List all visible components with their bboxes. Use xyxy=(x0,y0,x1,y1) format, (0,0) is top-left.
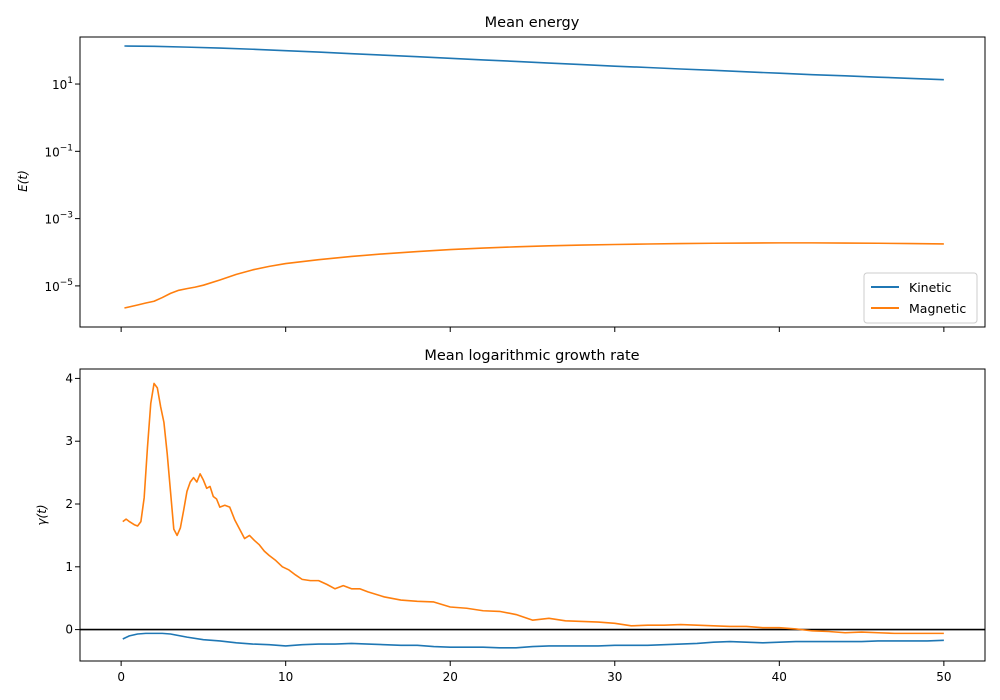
growth-rate-series-magnetic xyxy=(122,382,944,635)
growth-rate-axes-frame xyxy=(79,368,986,662)
growth-rate-y-tick-label: 0 xyxy=(65,623,73,637)
legend: Kinetic Magnetic xyxy=(863,272,978,324)
legend-box xyxy=(863,272,978,324)
energy-series-kinetic xyxy=(124,45,944,81)
growth-rate-series-kinetic xyxy=(122,632,944,649)
legend-label-kinetic: Kinetic xyxy=(909,280,952,295)
growth-rate-x-tick-label: 0 xyxy=(117,670,125,684)
energy-chart-title: Mean energy xyxy=(485,15,580,31)
growth-rate-y-tick-label: 2 xyxy=(65,497,73,511)
growth-rate-x-tick-label: 40 xyxy=(772,670,787,684)
growth-rate-x-tick-label: 10 xyxy=(278,670,293,684)
energy-y-axis-label: E(t) xyxy=(16,170,30,192)
growth-rate-y-tick-label: 1 xyxy=(65,560,73,574)
energy-series-magnetic xyxy=(124,242,944,309)
growth-rate-y-axis-label: γ(t) xyxy=(35,504,49,525)
growth-rate-x-tick-label: 20 xyxy=(443,670,458,684)
growth-rate-y-tick-label: 4 xyxy=(65,371,73,385)
growth-rate-y-tick-label: 3 xyxy=(65,434,73,448)
legend-label-magnetic: Magnetic xyxy=(909,301,966,316)
energy-series-group xyxy=(124,45,944,309)
growth-rate-x-tick-label: 50 xyxy=(936,670,951,684)
growth-rate-panel: Mean logarithmic growth rate γ(t) 0 10 20 3… xyxy=(35,348,986,684)
energy-axes-frame xyxy=(79,36,986,328)
growth-rate-axes-group: 0 10 20 30 40 50 0 1 2 3 4 xyxy=(65,368,986,684)
growth-rate-series-group xyxy=(80,382,985,649)
growth-rate-x-tick-label: 30 xyxy=(607,670,622,684)
growth-rate-chart-title: Mean logarithmic growth rate xyxy=(424,348,639,364)
